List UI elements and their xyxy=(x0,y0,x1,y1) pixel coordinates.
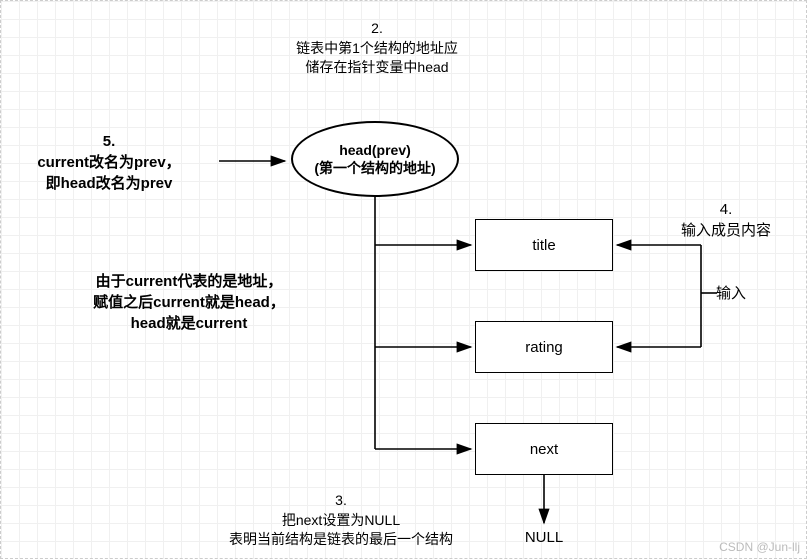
rating-box: rating xyxy=(475,321,613,373)
head-node: head(prev) (第一个结构的地址) xyxy=(291,121,459,197)
diagram-canvas: head(prev) (第一个结构的地址) title rating next … xyxy=(0,0,807,559)
head-node-line1: head(prev) xyxy=(339,141,411,159)
head-node-line2: (第一个结构的地址) xyxy=(314,159,435,177)
step4-label: 4. 输入成员内容 xyxy=(651,199,801,241)
step5-label: 5. current改名为prev， 即head改名为prev xyxy=(9,131,209,194)
title-box-label: title xyxy=(532,237,555,254)
rating-box-label: rating xyxy=(525,339,563,356)
step3-label: 3. 把next设置为NULL 表明当前结构是链表的最后一个结构 xyxy=(171,491,511,550)
step2-label: 2. 链表中第1个结构的地址应 储存在指针变量中head xyxy=(247,19,507,78)
input-label: 输入 xyxy=(716,283,796,304)
next-box: next xyxy=(475,423,613,475)
watermark: CSDN @Jun-llj xyxy=(719,540,800,554)
title-box: title xyxy=(475,219,613,271)
null-label: NULL xyxy=(519,527,569,548)
next-box-label: next xyxy=(530,441,558,458)
middle-label: 由于current代表的是地址， 赋值之后current就是head， head… xyxy=(59,271,319,334)
